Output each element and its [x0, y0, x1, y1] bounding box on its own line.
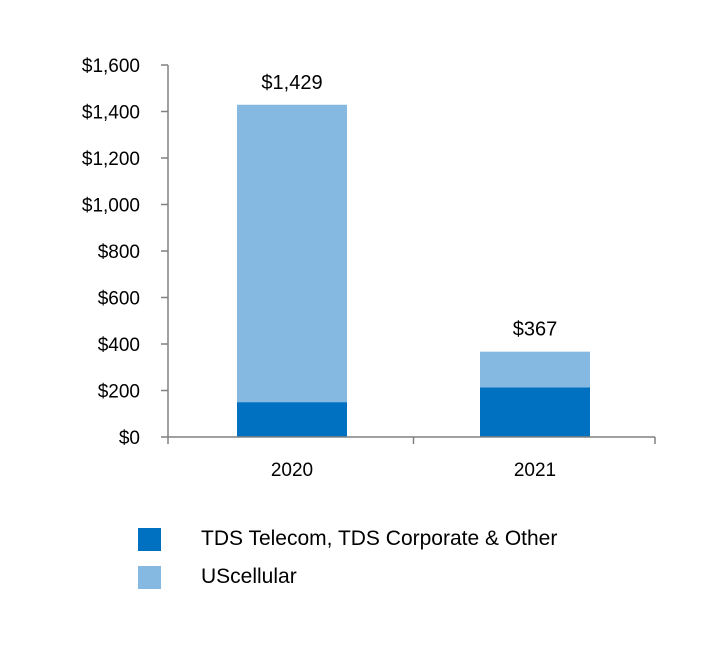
- legend-label-uscellular: UScellular: [201, 565, 297, 588]
- y-tick-label: $1,200: [82, 149, 140, 170]
- x-tick-label-2021: 2021: [514, 460, 556, 481]
- y-tick-label: $400: [98, 335, 140, 356]
- bars: $1,429 $367: [237, 72, 590, 437]
- y-tick-label: $600: [98, 289, 140, 310]
- legend-swatch-tds: [138, 527, 161, 551]
- bar-2020-series-0: [237, 402, 347, 437]
- legend-label-tds: TDS Telecom, TDS Corporate & Other: [201, 527, 558, 550]
- bar-2021-series-0: [480, 387, 590, 437]
- bar-chart: $0 $200 $400 $600 $800 $1,000 $1,200 $1,400 $1,6…: [82, 56, 656, 481]
- bar-2021-series-1: [480, 351, 590, 388]
- total-label-2021: $367: [513, 319, 558, 341]
- bar-2020-series-1: [237, 104, 347, 403]
- y-axis: $0 $200 $400 $600 $800 $1,000 $1,200 $1,400 $1,6…: [82, 56, 169, 449]
- legend: TDS Telecom, TDS Corporate & Other UScel…: [138, 520, 557, 596]
- y-tick-label: $0: [119, 428, 140, 449]
- x-axis: 2020 2021: [167, 436, 656, 481]
- y-tick-label: $1,000: [82, 196, 140, 217]
- legend-item-uscellular: UScellular: [138, 558, 557, 596]
- legend-item-tds: TDS Telecom, TDS Corporate & Other: [138, 520, 557, 558]
- total-label-2020: $1,429: [261, 72, 322, 94]
- y-tick-label: $1,600: [82, 56, 140, 77]
- x-tick-label-2020: 2020: [271, 460, 313, 481]
- y-tick-label: $800: [98, 242, 140, 263]
- y-tick-label: $1,400: [82, 103, 140, 124]
- legend-swatch-uscellular: [138, 565, 161, 589]
- y-tick-label: $200: [98, 382, 140, 403]
